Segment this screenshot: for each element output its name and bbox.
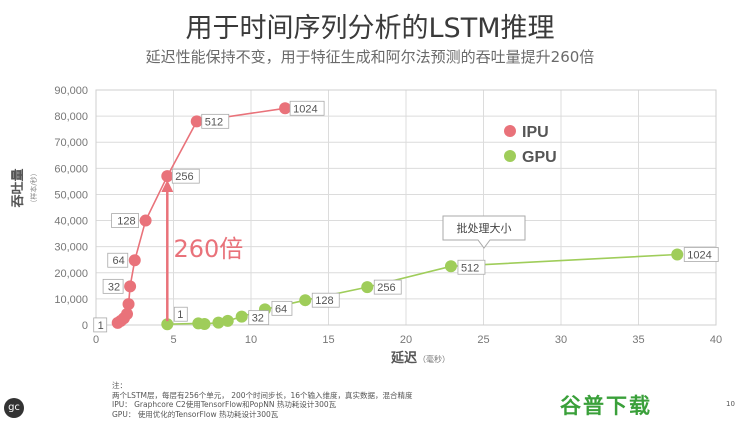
point-ipu — [124, 280, 137, 293]
legend-marker-ipu — [504, 125, 516, 137]
note-line: GPU： 使用优化的TensorFlow 热功耗设计300瓦 — [112, 409, 279, 419]
point-gpu — [361, 281, 374, 294]
notes-heading: 注： — [112, 381, 127, 390]
data-label-box — [102, 278, 124, 294]
chart-ticks: 0 10,000 20,000 30,000 40,000 50,000 60,000 70,… — [54, 85, 722, 346]
point-ipu — [190, 115, 203, 128]
data-label: 1 — [177, 309, 183, 321]
data-label-box — [311, 292, 340, 308]
footnotes: 注： 两个LSTM层，每层有256个单元， 200个时间步长，16个输入维度，真… — [112, 381, 413, 419]
x-axis-unit: （毫秒） — [418, 354, 450, 364]
point-gpu — [299, 294, 312, 307]
page-number: 10 — [726, 400, 735, 408]
speedup-label: 260倍 — [174, 235, 244, 263]
data-label: 64 — [275, 303, 287, 315]
point-gpu — [444, 260, 457, 273]
data-label-box — [107, 252, 129, 268]
chart-series — [111, 102, 684, 331]
data-label-box — [289, 100, 325, 116]
y-axis-unit: （样本/秒） — [29, 169, 38, 206]
point-ipu — [122, 298, 135, 311]
x-tick-label: 30 — [555, 334, 567, 346]
data-label: 256 — [377, 282, 395, 294]
point-ipu — [139, 214, 152, 227]
data-label-box — [171, 168, 200, 184]
data-label-box — [173, 306, 188, 322]
y-tick-label: 70,000 — [54, 137, 88, 149]
point-gpu — [235, 310, 248, 323]
note-line: IPU： Graphcore C2使用TensorFlow和PopNN 热功耗设… — [112, 400, 337, 409]
page-title: 用于时间序列分析的LSTM推理 — [185, 13, 555, 44]
y-tick-label: 60,000 — [54, 163, 88, 175]
y-tick-label: 90,000 — [54, 85, 88, 97]
point-ipu — [121, 308, 133, 321]
data-label-box — [457, 259, 486, 275]
x-tick-label: 25 — [477, 334, 489, 346]
x-tick-label: 10 — [245, 334, 257, 346]
data-label-box — [93, 317, 108, 333]
point-ipu — [128, 254, 141, 267]
data-label-box — [271, 300, 293, 316]
point-gpu — [198, 317, 211, 330]
legend-label-ipu: IPU — [522, 124, 549, 141]
y-tick-label: 0 — [82, 320, 88, 332]
graphcore-logo: gc — [4, 398, 24, 418]
plot-frame — [95, 89, 717, 326]
data-label: 512 — [205, 116, 223, 128]
watermark: 谷普下载 — [560, 394, 652, 418]
x-tick-label: 35 — [632, 334, 644, 346]
callout-box — [442, 215, 526, 249]
data-label: 1 — [98, 320, 104, 332]
y-tick-label: 10,000 — [54, 294, 88, 306]
data-label-box — [373, 279, 402, 295]
point-gpu — [671, 248, 684, 261]
x-tick-label: 5 — [170, 334, 176, 346]
chart-point-labels: 1 32 64 128 256 512 1024 1 32 64 128 256 512 1024 — [93, 100, 719, 333]
data-label: 512 — [461, 262, 479, 274]
data-label: 256 — [175, 171, 193, 183]
data-label-box — [248, 310, 270, 326]
point-gpu — [212, 316, 225, 329]
x-axis-label: 延迟 — [390, 350, 417, 366]
note-line: 两个LSTM层，每层有256个单元， 200个时间步长，16个输入维度，真实数据… — [112, 390, 413, 400]
data-label: 128 — [117, 216, 135, 228]
y-tick-label: 80,000 — [54, 111, 88, 123]
chart-annotations: 260倍 批处理大小 — [161, 180, 526, 322]
y-axis-label: 吞吐量 — [10, 168, 26, 207]
x-tick-label: 40 — [710, 334, 722, 346]
data-label-box — [683, 247, 719, 262]
legend-label-gpu: GPU — [522, 149, 557, 166]
data-label: 32 — [252, 313, 264, 325]
y-tick-label: 20,000 — [54, 268, 88, 280]
point-gpu — [161, 318, 174, 331]
chart: 0 10,000 20,000 30,000 40,000 50,000 60,000 70,… — [10, 85, 722, 366]
page-subtitle: 延迟性能保持不变，用于特征生成和阿尔法预测的吞吐量提升260倍 — [145, 48, 595, 66]
data-label-box — [201, 113, 230, 129]
point-gpu — [221, 314, 234, 327]
point-ipu — [161, 170, 174, 183]
x-tick-label: 0 — [93, 334, 99, 346]
y-tick-label: 40,000 — [54, 216, 88, 228]
data-label: 1024 — [687, 250, 711, 262]
callout-text: 批处理大小 — [457, 221, 512, 235]
chart-grid — [95, 89, 717, 326]
x-tick-label: 15 — [322, 334, 334, 346]
data-label: 128 — [315, 295, 333, 307]
chart-legend: IPU GPU — [504, 124, 557, 166]
data-label-box — [111, 213, 139, 228]
speedup-arrow-head — [161, 180, 174, 192]
point-ipu — [279, 102, 292, 115]
data-label: 1024 — [293, 103, 317, 115]
data-label: 32 — [108, 281, 120, 293]
legend-marker-gpu — [504, 150, 516, 162]
data-label: 64 — [113, 255, 125, 267]
y-tick-label: 30,000 — [54, 242, 88, 254]
y-tick-label: 50,000 — [54, 189, 88, 201]
chart-axis-labels: 延迟 （毫秒） 吞吐量 （样本/秒） — [10, 168, 450, 366]
x-tick-label: 20 — [400, 334, 412, 346]
